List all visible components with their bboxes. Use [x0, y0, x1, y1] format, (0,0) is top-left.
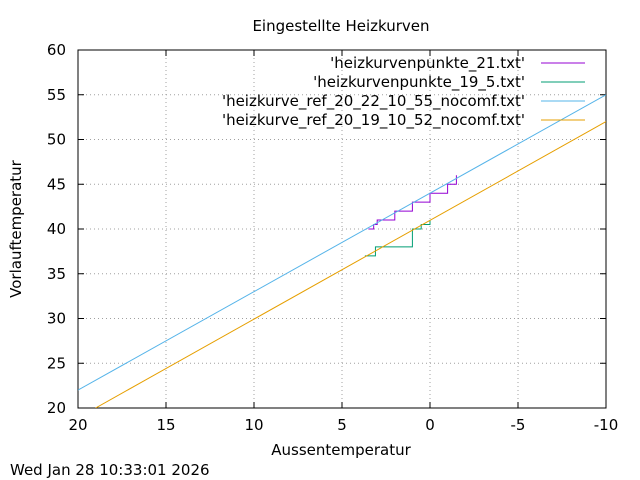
x-tick-label: -10 — [594, 416, 619, 434]
x-tick-label: 20 — [68, 416, 87, 434]
series-line — [368, 175, 457, 230]
timestamp: Wed Jan 28 10:33:01 2026 — [10, 461, 210, 479]
legend-label: 'heizkurvenpunkte_21.txt' — [330, 54, 525, 73]
x-axis-label: Aussentemperatur — [271, 441, 411, 459]
y-tick-label: 55 — [47, 86, 66, 104]
y-axis-label: Vorlauftemperatur — [7, 159, 25, 298]
x-tick-label: 5 — [337, 416, 347, 434]
x-tick-label: 10 — [244, 416, 263, 434]
legend-label: 'heizkurvenpunkte_19_5.txt' — [313, 73, 525, 92]
y-tick-label: 20 — [47, 399, 66, 417]
y-tick-label: 40 — [47, 220, 66, 238]
y-tick-label: 50 — [47, 131, 66, 149]
legend: 'heizkurvenpunkte_21.txt''heizkurvenpunk… — [222, 54, 585, 130]
x-tick-label: 15 — [156, 416, 175, 434]
legend-label: 'heizkurve_ref_20_19_10_52_nocomf.txt' — [222, 111, 525, 130]
y-tick-label: 25 — [47, 354, 66, 372]
x-tick-label: -5 — [511, 416, 526, 434]
x-tick-label: 0 — [425, 416, 435, 434]
legend-label: 'heizkurve_ref_20_22_10_55_nocomf.txt' — [222, 92, 525, 111]
chart-title: Eingestellte Heizkurven — [252, 17, 429, 35]
y-tick-label: 30 — [47, 310, 66, 328]
series-line — [364, 220, 431, 257]
y-tick-label: 45 — [47, 175, 66, 193]
grid — [78, 50, 606, 408]
series-lines — [78, 94, 606, 408]
y-tick-label: 60 — [47, 41, 66, 59]
series-line — [95, 121, 606, 408]
series-line — [78, 94, 606, 391]
y-tick-label: 35 — [47, 265, 66, 283]
